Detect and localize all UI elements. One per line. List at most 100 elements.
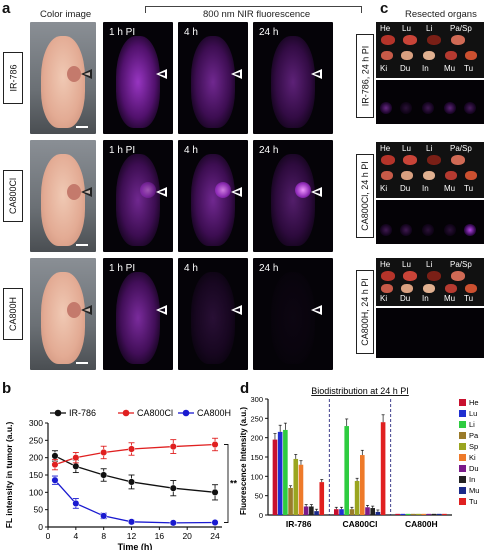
row-label: IR-786 (3, 52, 23, 104)
organ-label: Mu (444, 294, 456, 303)
row-label-text: IR-786 (8, 64, 19, 92)
bar-IR-786-Du (303, 506, 309, 515)
organ-label: Ki (380, 64, 388, 73)
y-tick-label: 300 (29, 418, 43, 428)
timepoint-label: 24 h (259, 145, 279, 156)
scale-bar (76, 126, 88, 128)
organ-label: Li (426, 24, 433, 33)
group-label: CA800H (405, 519, 438, 529)
bar-IR-786-Pa (288, 487, 293, 515)
bar-IR-786-He (272, 439, 278, 515)
panel-c-letter: c (380, 0, 389, 17)
timepoint-label: 1 h PI (109, 27, 136, 38)
mouse-silhouette (271, 272, 315, 364)
data-point (51, 476, 59, 484)
organ-sample (423, 171, 435, 180)
legend-swatch (459, 465, 466, 472)
organ-photo: He Lu Li Pa/Sp Ki Du In Mu Tu (376, 258, 484, 306)
timepoint-label: 24 h (259, 27, 279, 38)
tumor-signal (215, 182, 231, 198)
nir-image: 4 h (178, 258, 248, 370)
series-CA800H (51, 475, 219, 527)
organ-nir-image (376, 200, 484, 244)
organ-sample (451, 271, 465, 281)
y-tick-label: 150 (29, 470, 43, 480)
nir-image: 4 h (178, 140, 248, 252)
mouse-silhouette (191, 36, 235, 128)
legend-label: Li (469, 420, 475, 429)
data-point (169, 484, 177, 492)
color-photo (30, 140, 96, 252)
organ-sample (445, 284, 457, 293)
organ-sample (381, 284, 393, 293)
mouse-silhouette (116, 154, 160, 246)
bar-IR-786-Mu (314, 511, 319, 515)
mouse-silhouette (271, 154, 315, 246)
legend-swatch (459, 454, 466, 461)
row-label: CA800Cl (3, 170, 23, 222)
x-tick-label: 16 (155, 531, 165, 541)
data-point (72, 462, 80, 470)
bar-CA800Cl-Du (365, 507, 370, 515)
organ-sample (403, 271, 417, 281)
legend-label: Tu (469, 497, 477, 506)
panel-a-letter: a (2, 0, 11, 17)
bar-IR-786-Ki (298, 464, 304, 515)
tumor (67, 184, 81, 200)
organ-photo: He Lu Li Pa/Sp Ki Du In Mu Tu (376, 22, 484, 78)
organ-label: He (380, 260, 391, 269)
y-tick-label: 100 (29, 487, 43, 497)
organ-label: Du (400, 294, 411, 303)
series-CA800Cl (51, 437, 219, 471)
bar-CA800H-Du (426, 513, 432, 515)
organ-signal (422, 102, 434, 114)
organ-signal (464, 102, 476, 114)
legend-label: Du (469, 464, 479, 473)
organ-sample (451, 155, 465, 165)
organ-sample (401, 51, 413, 60)
organ-row-label-text: IR-786, 24 h PI (360, 45, 371, 107)
series-line (54, 443, 216, 466)
organ-row-label: CA800Cl, 24 h PI (356, 154, 374, 238)
organ-sample (427, 155, 441, 165)
row-label-text: CA800Cl (8, 177, 18, 215)
organ-signal (380, 224, 392, 236)
organ-sample (427, 271, 441, 281)
bar-CA800H-Sp (416, 513, 421, 515)
bar-IR-786-In (309, 506, 314, 515)
bar-CA800H-Lu (400, 513, 406, 515)
mouse-silhouette (271, 36, 315, 128)
y-tick-label: 0 (38, 522, 43, 532)
y-tick-label: 50 (34, 505, 44, 515)
x-tick-label: 0 (46, 531, 51, 541)
bar-CA800H-Pa (410, 513, 416, 515)
scale-bar (76, 362, 88, 364)
nir-image: 4 h (178, 22, 248, 134)
y-tick-label: 300 (250, 395, 263, 404)
data-point (100, 512, 108, 520)
bar-CA800H-Li (405, 513, 411, 515)
bar-CA800Cl-Lu (339, 509, 344, 515)
organ-row-label-text: CA800H, 24 h PI (360, 278, 371, 346)
y-axis-label: Fluorescence Intensity (a.u.) (240, 407, 248, 515)
data-point (51, 461, 59, 469)
organ-sample (465, 284, 477, 293)
bar-IR-786-Sp (293, 458, 299, 515)
bar-CA800H-Ki (421, 513, 426, 515)
data-point (169, 443, 177, 451)
mouse-silhouette (41, 36, 85, 128)
bar-CA800Cl-Pa (349, 509, 355, 515)
organ-sample (401, 284, 413, 293)
timepoint-label: 4 h (184, 27, 198, 38)
scale-bar (76, 244, 88, 246)
organ-label: Ki (380, 184, 388, 193)
mouse-silhouette (191, 272, 235, 364)
organ-label: Ki (380, 294, 388, 303)
legend-label: Lu (469, 409, 477, 418)
mouse-silhouette (41, 272, 85, 364)
organ-label: Lu (402, 144, 411, 153)
bar-IR-786-Lu (277, 431, 283, 515)
resected-organs-header: Resected organs (405, 9, 477, 20)
legend-label: IR-786 (69, 408, 96, 418)
data-point (72, 454, 80, 462)
